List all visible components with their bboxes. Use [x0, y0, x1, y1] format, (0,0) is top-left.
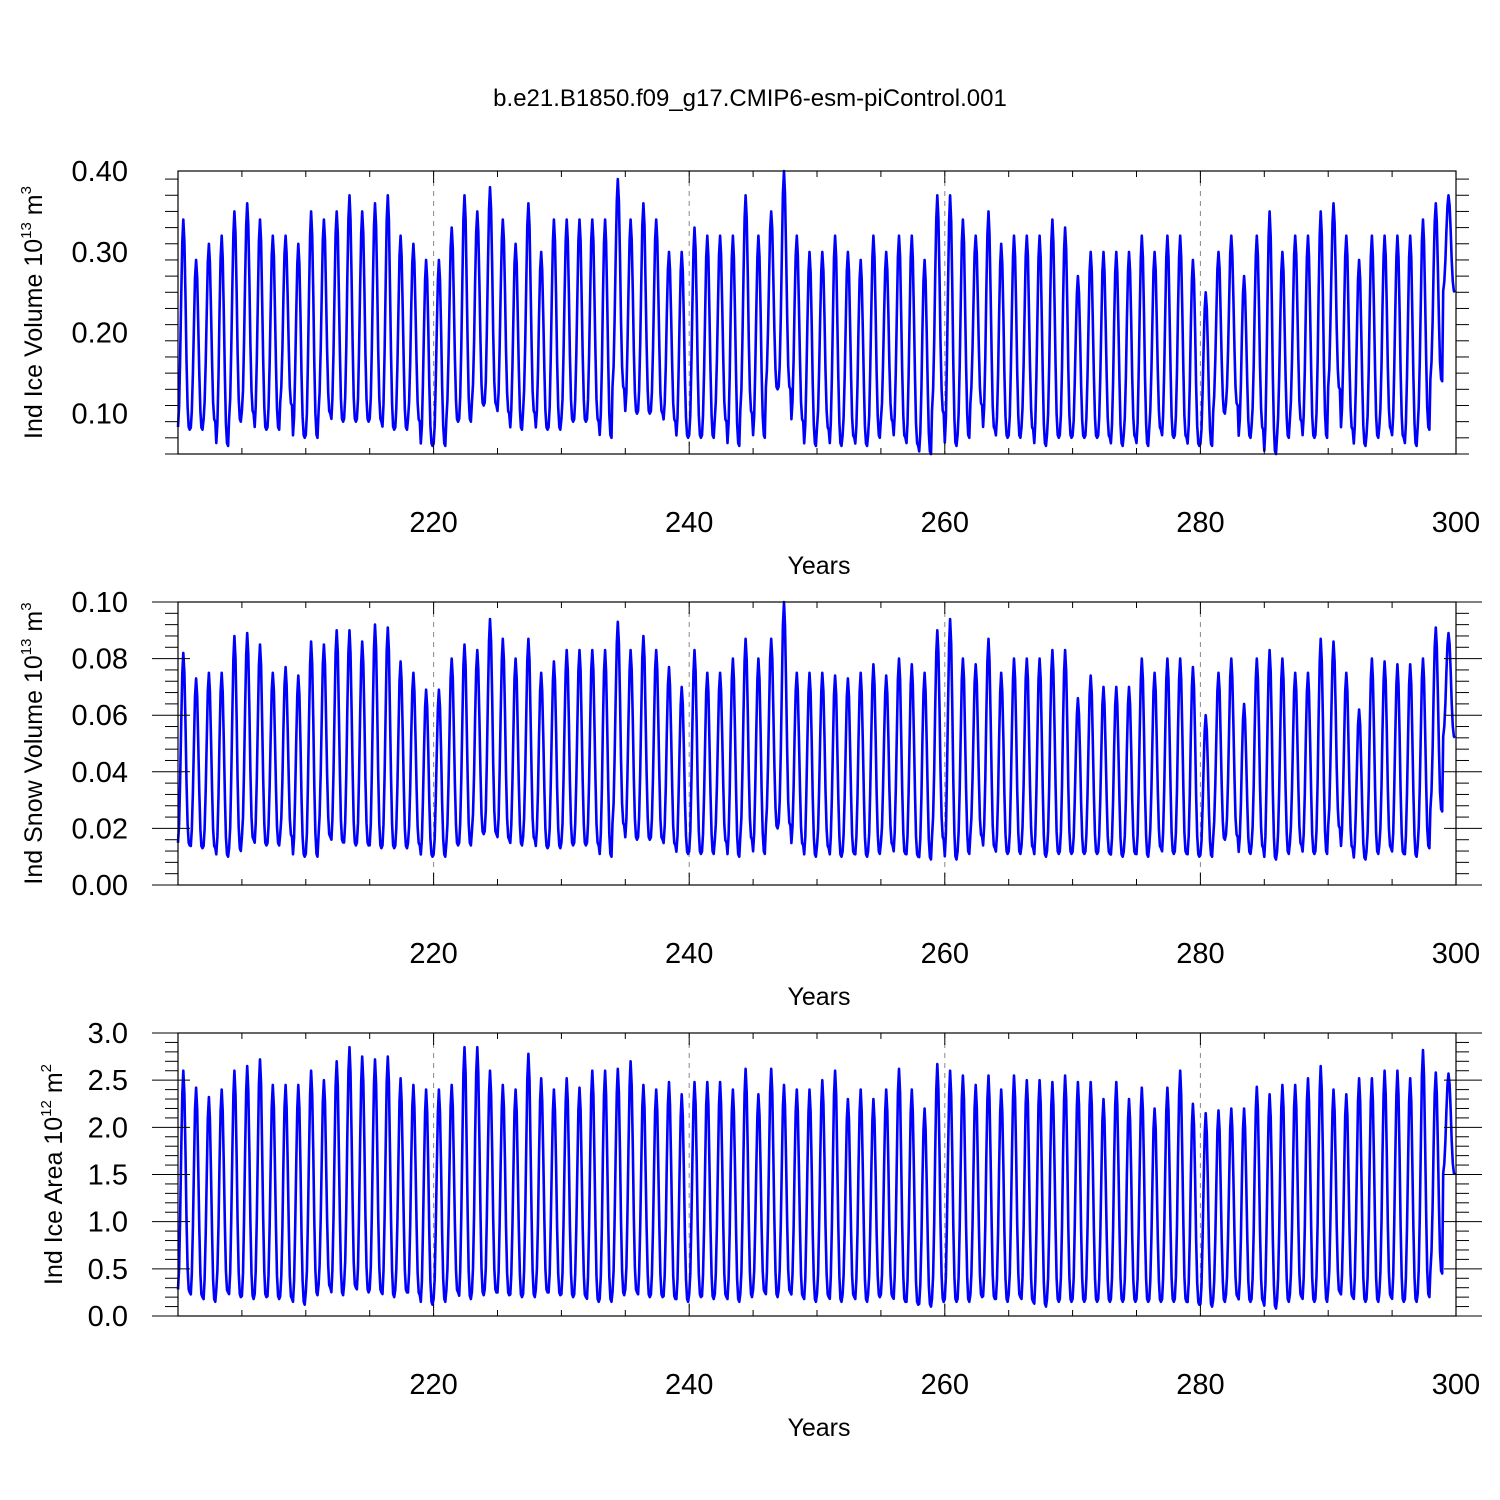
data-series-line — [176, 169, 1456, 456]
y-tick-label: 0.06 — [72, 700, 128, 732]
x-tick-label: 300 — [1432, 938, 1480, 970]
y-tick-label: 0.20 — [72, 318, 128, 350]
y-tick-label: 0.0 — [88, 1301, 128, 1333]
y-axis-label: Ind Ice Area 1012 m2 — [38, 1064, 68, 1285]
x-tick-label: 280 — [1176, 938, 1224, 970]
x-tick-label: 260 — [921, 938, 969, 970]
x-tick-label: 240 — [665, 938, 713, 970]
x-tick-label: 240 — [665, 507, 713, 539]
y-tick-label: 0.10 — [72, 399, 128, 431]
y-tick-label: 3.0 — [88, 1018, 128, 1050]
panel-2: 220 240 260 280 300 Years 0.00 0.02 0.04 0.06 0.08… — [18, 587, 1482, 1011]
x-tick-label: 220 — [409, 938, 457, 970]
x-tick-label: 240 — [665, 1369, 713, 1401]
x-axis-label: Years — [787, 983, 850, 1011]
y-tick-label: 0.5 — [88, 1254, 128, 1286]
x-axis-label: Years — [787, 552, 850, 580]
y-tick-label: 2.5 — [88, 1065, 128, 1097]
y-tick-label: 0.04 — [72, 757, 128, 789]
x-tick-label: 220 — [409, 1369, 457, 1401]
x-tick-label: 220 — [409, 507, 457, 539]
y-tick-label: 0.00 — [72, 870, 128, 902]
x-tick-label: 260 — [921, 507, 969, 539]
y-tick-label: 1.0 — [88, 1207, 128, 1239]
y-tick-label: 0.30 — [72, 237, 128, 269]
x-axis-label: Years — [787, 1414, 850, 1442]
y-tick-label: 2.0 — [88, 1112, 128, 1144]
data-series-line — [176, 1045, 1456, 1310]
y-tick-label: 0.40 — [72, 156, 128, 188]
y-axis-label: Ind Snow Volume 1013 m3 — [18, 602, 48, 884]
y-tick-label: 1.5 — [88, 1160, 128, 1192]
y-tick-label: 0.02 — [72, 813, 128, 845]
x-tick-label: 260 — [921, 1369, 969, 1401]
panel-1: 220 240 260 280 300 Years 0.10 0.20 0.30 0.40 Ind … — [18, 156, 1480, 580]
panel-3: 220 240 260 280 300 Years 0.0 0.5 1.0 1.5 2.0 2.5 3.… — [38, 1018, 1482, 1442]
y-tick-label: 0.08 — [72, 644, 128, 676]
x-tick-label: 300 — [1432, 507, 1480, 539]
y-axis-label: Ind Ice Volume 1013 m3 — [18, 186, 48, 439]
x-tick-label: 280 — [1176, 507, 1224, 539]
figure-title: b.e21.B1850.f09_g17.CMIP6-esm-piControl.… — [493, 85, 1007, 112]
data-series-line — [176, 600, 1456, 861]
x-tick-label: 300 — [1432, 1369, 1480, 1401]
y-tick-label: 0.10 — [72, 587, 128, 619]
x-tick-label: 280 — [1176, 1369, 1224, 1401]
